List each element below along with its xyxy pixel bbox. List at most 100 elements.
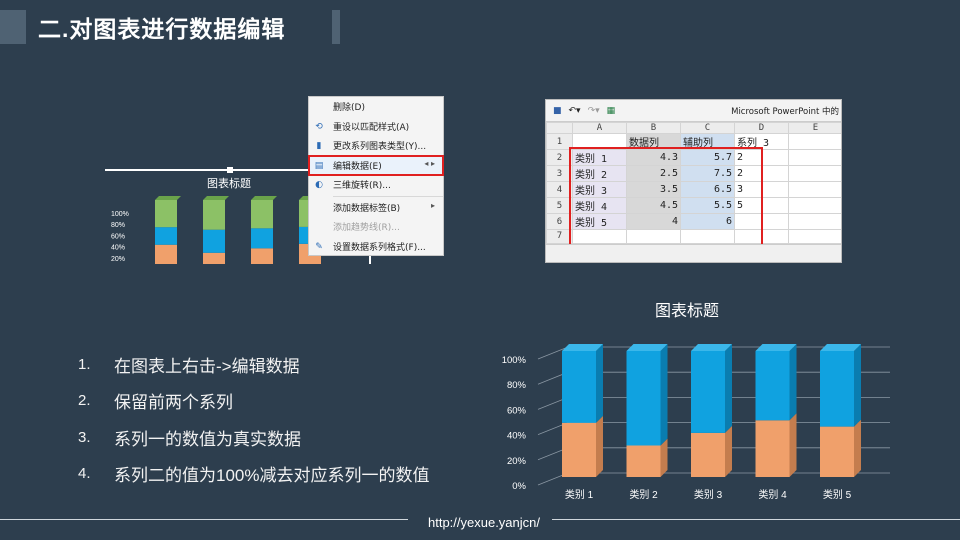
step-text: 系列一的数值为真实数据	[114, 429, 301, 449]
mini-tick-label: 40%	[111, 245, 125, 252]
bar-series-2-side	[854, 344, 861, 427]
excel-toolbar: ■ ↶▾ ↷▾ ▦ Microsoft PowerPoint 中的	[546, 100, 841, 122]
excel-window-title: Microsoft PowerPoint 中的	[731, 106, 839, 117]
context-menu-screenshot: 图表标题 100% 80% 60% 40% 20%	[105, 96, 445, 264]
menu-item-label: 重设以匹配样式(A)	[333, 122, 410, 133]
bar-series-2	[562, 351, 596, 423]
menu-item-3[interactable]: ▮ 更改系列图表类型(Y)...	[309, 136, 443, 156]
cell[interactable]: 类别 5	[572, 213, 627, 230]
column-header[interactable]: C	[680, 122, 735, 134]
bar-series-1-side	[854, 419, 861, 477]
row-header[interactable]: 2	[546, 149, 573, 166]
y-tick-label: 80%	[507, 380, 527, 391]
undo-icon[interactable]: ↶▾	[568, 105, 581, 116]
cell[interactable]: 6.5	[680, 181, 735, 198]
bar-series-2-top	[562, 344, 603, 351]
column-header[interactable]	[546, 122, 573, 134]
redo-icon[interactable]: ↷▾	[587, 105, 600, 116]
mini-bar-segment	[203, 200, 225, 230]
x-tick-label: 类别 1	[565, 488, 594, 501]
y-tick-label: 0%	[512, 481, 526, 492]
reset-icon: ⟲	[315, 121, 323, 132]
cell[interactable]: 4.3	[626, 149, 681, 166]
cell[interactable]: 类别 3	[572, 181, 627, 198]
cell[interactable]: 类别 1	[572, 149, 627, 166]
stacked-bar-chart: 0% 20% 40% 60% 80% 100% 类别 1 类别 2 类别 3 类别 4 类别 5	[502, 344, 890, 501]
selection-highlight-box	[569, 147, 763, 247]
row-header[interactable]: 5	[546, 197, 573, 214]
menu-item-5[interactable]: ◐ 三维旋转(R)...	[309, 175, 443, 195]
step-text: 保留前两个系列	[114, 393, 233, 413]
mini-bar-segment	[155, 200, 177, 228]
footer-line-right	[552, 519, 960, 520]
spreadsheet-grid[interactable]: A B C D E 1 数据列 辅助列 系列 3 2 类别 1 4.3 5.7 2 3 类别 2 2.5 7.5 2…	[546, 122, 841, 257]
bar-series-1	[626, 445, 661, 477]
menu-item-label: 编辑数据(E)	[333, 161, 382, 172]
sheet-scrollbar[interactable]	[546, 244, 841, 262]
mini-chart-bars	[155, 196, 325, 264]
step-item: 2. 保留前两个系列	[78, 383, 429, 420]
bar-series-2-top	[820, 344, 861, 351]
cell[interactable]	[788, 181, 841, 198]
column-header[interactable]: E	[788, 122, 841, 134]
row-header[interactable]: 6	[546, 213, 573, 230]
row-header[interactable]: 7	[546, 229, 573, 244]
cell[interactable]	[788, 197, 841, 214]
step-item: 1. 在图表上右击->编辑数据	[78, 346, 429, 383]
cell[interactable]	[788, 213, 841, 230]
sheet-row: 2 类别 1 4.3 5.7 2	[546, 149, 841, 166]
cell[interactable]	[788, 133, 841, 150]
edit-data-icon: ▤	[314, 160, 324, 171]
y-tick-label: 100%	[502, 355, 527, 366]
cell[interactable]	[788, 165, 841, 182]
menu-item-1[interactable]: 删除(D)	[309, 97, 443, 117]
chart-title: 图表标题	[655, 303, 720, 320]
save-icon[interactable]: ■	[553, 105, 562, 116]
menu-item-2[interactable]: ⟲ 重设以匹配样式(A)	[309, 117, 443, 137]
bar-series-2	[626, 351, 661, 446]
cell[interactable]: 6	[680, 213, 735, 230]
bar-series-1-side	[660, 438, 668, 477]
x-tick-label: 类别 3	[694, 488, 723, 501]
mini-tick-label: 60%	[111, 233, 125, 240]
menu-item-4[interactable]: ▤ 编辑数据(E) ◂ ▸	[308, 154, 444, 176]
context-menu: 删除(D) ⟲ 重设以匹配样式(A) ▮ 更改系列图表类型(Y)... ▤ 编辑数据(E) ◂…	[308, 96, 444, 256]
excel-icon[interactable]: ▦	[606, 105, 616, 116]
cell[interactable]: 类别 2	[572, 165, 627, 182]
cell[interactable]: 4.5	[626, 197, 681, 214]
menu-item-label: 三维旋转(R)...	[333, 181, 391, 192]
cell[interactable]	[788, 149, 841, 166]
step-item: 3. 系列一的数值为真实数据	[78, 419, 429, 456]
cell[interactable]: 7.5	[680, 165, 735, 182]
column-header[interactable]: B	[626, 122, 681, 134]
menu-item-8[interactable]: ✎ 设置数据系列格式(F)...	[309, 237, 443, 257]
footer-url[interactable]: http://yexue.yanjcn/	[427, 515, 540, 530]
sheet-row: 1 数据列 辅助列 系列 3	[546, 133, 841, 150]
column-header[interactable]: D	[734, 122, 789, 134]
cell[interactable]	[788, 229, 841, 244]
cell[interactable]: 4	[626, 213, 681, 230]
title-accent-bar	[0, 10, 26, 44]
cell[interactable]: 数据列	[626, 133, 681, 150]
rotate-3d-icon: ◐	[315, 180, 323, 190]
bar-series-1	[820, 426, 854, 477]
bar-series-2-side	[789, 344, 797, 421]
menu-item-6[interactable]: 添加数据标签(B) ▸	[309, 198, 443, 218]
bar-series-2-top	[755, 344, 797, 351]
mini-bar-top	[251, 196, 277, 200]
menu-item-label: 添加数据标签(B)	[333, 203, 401, 214]
step-item: 4. 系列二的值为100%减去对应系列一的数值	[78, 456, 429, 493]
cell[interactable]: 5.5	[680, 197, 735, 214]
menu-item-label: 删除(D)	[333, 103, 365, 114]
menu-item-7: 添加趋势线(R)...	[309, 217, 443, 237]
mini-bar-segment	[251, 228, 273, 249]
step-number: 1.	[78, 355, 91, 373]
column-header[interactable]: A	[572, 122, 627, 134]
x-tick-label: 类别 2	[629, 488, 658, 501]
bar-series-1-side	[789, 413, 797, 477]
mini-chart-title: 图表标题	[207, 176, 251, 190]
mini-chart-y-ticks: 100% 80% 60% 40% 20%	[111, 211, 129, 263]
cell[interactable]: 辅助列	[680, 133, 735, 150]
